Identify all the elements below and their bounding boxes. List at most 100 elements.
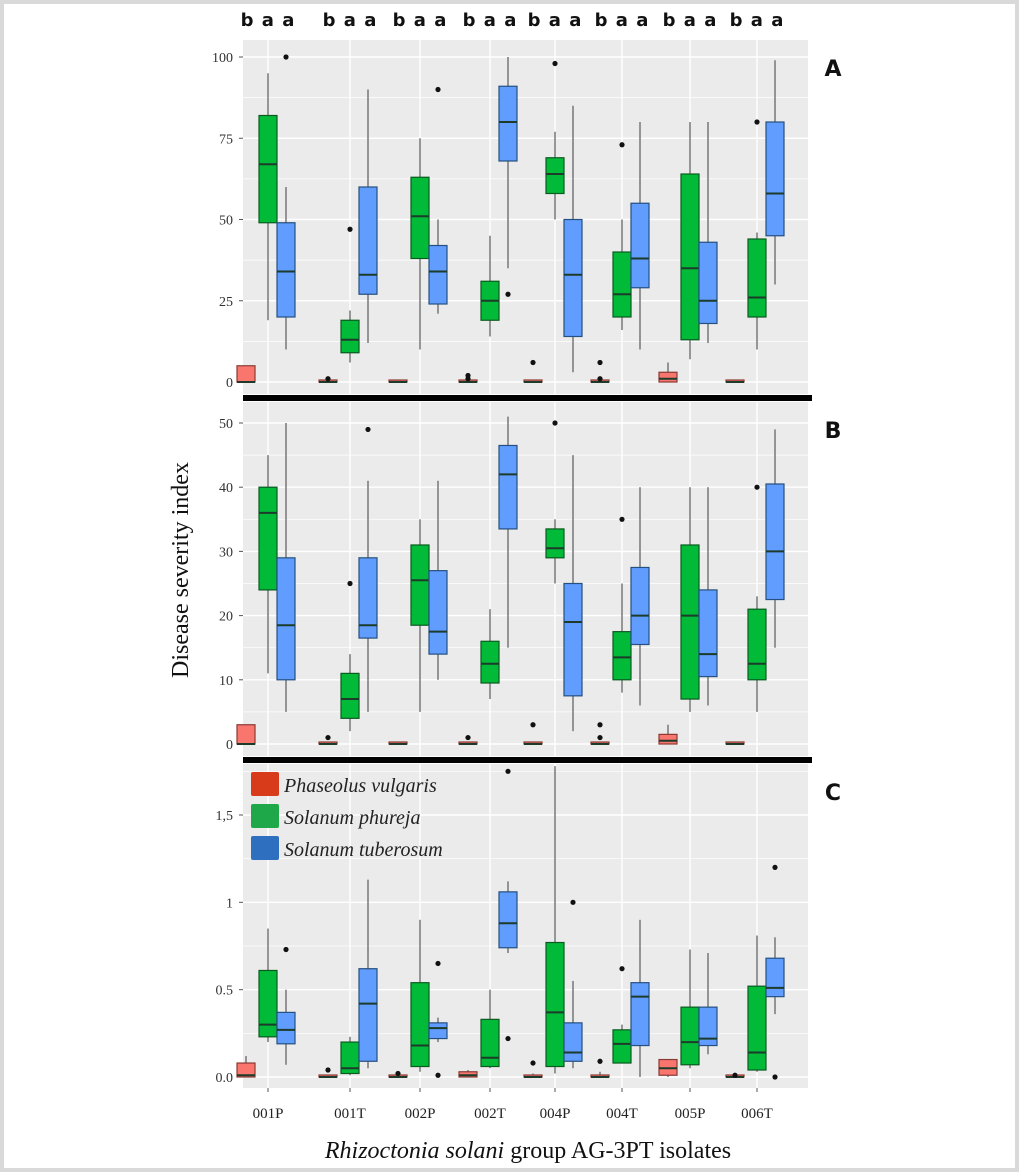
box-004t-solanum-phureja [612, 516, 632, 693]
y-tick-label: 50 [219, 214, 233, 229]
box-004p-phaseolus-vulgaris [523, 722, 543, 745]
outlier-point [619, 516, 625, 522]
outlier-point [570, 899, 576, 905]
box-005p-phaseolus-vulgaris [658, 1058, 678, 1077]
box-iqr [545, 157, 565, 195]
panel-c: 0.0 0.5 1 1,5 [216, 764, 808, 1088]
box-002t-solanum-phureja [480, 989, 500, 1069]
box-006t-solanum-phureja [747, 484, 767, 712]
y-tick-label: 20 [219, 610, 233, 625]
box-005p-solanum-tuberosum [698, 952, 718, 1055]
box-001t-solanum-tuberosum [358, 89, 378, 343]
box-002p-solanum-tuberosum [428, 960, 448, 1078]
plot-background [243, 402, 808, 756]
significance-letters-006t: b a a [730, 10, 785, 31]
box-iqr [276, 1011, 296, 1045]
y-tick-label: 100 [212, 51, 233, 66]
box-001t-solanum-phureja [340, 580, 360, 732]
outlier-point [597, 376, 603, 382]
x-tick-label-002t: 002T [474, 1106, 506, 1122]
box-iqr [630, 982, 650, 1047]
y-tick-label: 0 [226, 738, 233, 753]
legend: Phaseolus vulgaris Solanum phureja Solan… [251, 772, 443, 861]
box-iqr [680, 544, 700, 700]
box-002t-phaseolus-vulgaris [458, 372, 478, 383]
legend-swatch-phaseolus [251, 772, 279, 796]
x-axis-label-italic: Rhizoctonia solani [324, 1138, 504, 1164]
box-iqr [340, 319, 360, 354]
box-004p-phaseolus-vulgaris [523, 359, 543, 383]
box-iqr [340, 672, 360, 719]
box-iqr [498, 891, 518, 949]
box-004p-solanum-tuberosum [563, 899, 583, 1069]
outlier-point [347, 226, 353, 232]
box-005p-solanum-tuberosum [698, 122, 718, 343]
box-001t-phaseolus-vulgaris [318, 1067, 338, 1078]
outlier-point [530, 722, 536, 728]
box-002p-phaseolus-vulgaris [388, 1070, 408, 1078]
box-iqr [410, 176, 430, 260]
box-004t-solanum-tuberosum [630, 919, 650, 1077]
significance-letters-002t: b a a [463, 10, 518, 31]
box-006t-solanum-tuberosum [765, 429, 785, 648]
outlier-point [325, 734, 331, 741]
significance-letters-002p: b a a [393, 10, 448, 31]
outlier-point [465, 734, 471, 741]
box-005p-phaseolus-vulgaris [658, 362, 678, 383]
legend-swatch-tuberosum [251, 836, 279, 860]
box-002t-solanum-phureja [480, 609, 500, 700]
outlier-point [325, 1067, 331, 1073]
panel-separator [243, 757, 812, 763]
box-004p-solanum-tuberosum [563, 105, 583, 373]
legend-label-phureja: Solanum phureja [284, 807, 420, 829]
box-001t-solanum-tuberosum [358, 879, 378, 1069]
box-iqr [680, 173, 700, 341]
x-tick-label-006t: 006T [741, 1106, 773, 1122]
box-iqr [765, 121, 785, 237]
box-006t-phaseolus-vulgaris [725, 1072, 745, 1078]
box-iqr [612, 251, 632, 318]
box-001t-solanum-tuberosum [358, 426, 378, 712]
box-004p-solanum-phureja [545, 420, 565, 584]
outlier-point [347, 580, 353, 587]
box-004p-solanum-tuberosum [563, 455, 583, 732]
panel-letter-c: C [825, 781, 841, 806]
x-tick-label-001p: 001P [253, 1106, 284, 1122]
y-tick-label: 50 [219, 417, 233, 432]
panel-letter-b: B [825, 419, 842, 444]
box-iqr [630, 566, 650, 646]
y-tick-label: 1 [226, 896, 233, 911]
box-iqr [480, 1018, 500, 1068]
plot-background [243, 40, 808, 394]
y-tick-label: 0.5 [216, 984, 234, 999]
box-002t-phaseolus-vulgaris [458, 1070, 478, 1078]
x-tick-label-001t: 001T [334, 1106, 366, 1122]
box-iqr [747, 608, 767, 681]
x-tick-label-004t: 004T [606, 1106, 638, 1122]
box-001p-solanum-phureja [258, 73, 278, 321]
box-001p-solanum-tuberosum [276, 54, 296, 350]
x-tick-label-004p: 004P [540, 1106, 571, 1122]
panel-letter-a: A [824, 57, 841, 82]
box-iqr [612, 631, 632, 681]
y-tick-label: 0 [226, 376, 233, 391]
outlier-point [530, 359, 536, 366]
outlier-point [465, 372, 471, 379]
x-tick-label-005p: 005P [675, 1106, 706, 1122]
outlier-point [325, 376, 331, 382]
outlier-point [530, 1060, 536, 1066]
legend-swatch-phureja [251, 804, 279, 828]
box-iqr [765, 957, 785, 998]
box-002p-solanum-tuberosum [428, 480, 448, 680]
box-002p-solanum-phureja [410, 519, 430, 712]
box-001t-phaseolus-vulgaris [318, 376, 338, 383]
box-001t-solanum-phureja [340, 226, 360, 363]
box-006t-solanum-tuberosum [765, 60, 785, 285]
box-004t-phaseolus-vulgaris [590, 722, 610, 745]
box-iqr [612, 1029, 632, 1064]
box-iqr [480, 640, 500, 684]
outlier-point [732, 1072, 738, 1078]
box-iqr [428, 570, 448, 655]
box-004p-phaseolus-vulgaris [523, 1060, 543, 1078]
